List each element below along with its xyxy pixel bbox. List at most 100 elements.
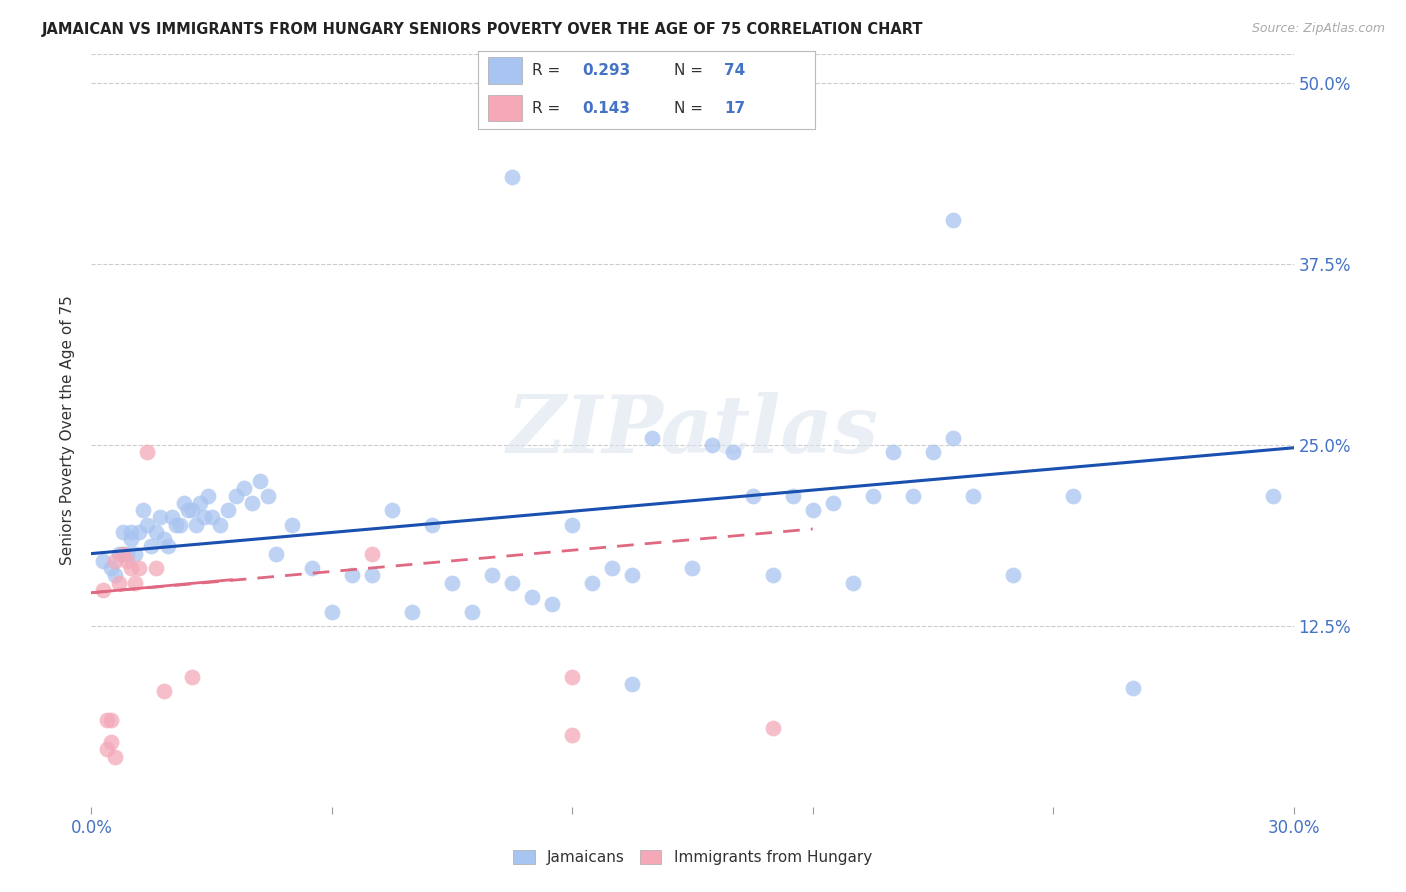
- Point: [420, 517, 443, 532]
- Point: [124, 547, 146, 561]
- Point: [702, 438, 724, 452]
- Point: [112, 547, 135, 561]
- Point: [96, 714, 118, 728]
- Point: [922, 445, 945, 459]
- Point: [301, 561, 323, 575]
- Point: [1122, 681, 1144, 696]
- Point: [104, 749, 127, 764]
- Point: [136, 517, 159, 532]
- Point: [481, 568, 503, 582]
- Text: N =: N =: [673, 63, 707, 78]
- Point: [602, 561, 624, 575]
- Point: [381, 503, 404, 517]
- Point: [128, 561, 150, 575]
- Point: [160, 510, 183, 524]
- Point: [461, 605, 484, 619]
- Legend: Jamaicans, Immigrants from Hungary: Jamaicans, Immigrants from Hungary: [508, 844, 877, 871]
- Point: [176, 503, 198, 517]
- Point: [232, 482, 254, 496]
- Point: [360, 568, 382, 582]
- Point: [541, 598, 564, 612]
- Text: 74: 74: [724, 63, 745, 78]
- Point: [117, 547, 139, 561]
- Point: [100, 714, 122, 728]
- Point: [128, 524, 150, 539]
- Point: [1062, 489, 1084, 503]
- Point: [100, 561, 122, 575]
- Point: [104, 568, 127, 582]
- Point: [501, 169, 523, 184]
- Point: [522, 590, 544, 604]
- Text: 0.293: 0.293: [582, 63, 631, 78]
- Point: [104, 554, 127, 568]
- Text: ZIPatlas: ZIPatlas: [506, 392, 879, 469]
- Point: [762, 568, 785, 582]
- Point: [225, 489, 247, 503]
- Point: [882, 445, 904, 459]
- Point: [782, 489, 804, 503]
- Point: [862, 489, 884, 503]
- Point: [112, 547, 135, 561]
- Point: [841, 575, 863, 590]
- Point: [121, 561, 143, 575]
- Point: [124, 575, 146, 590]
- Point: [1263, 489, 1285, 503]
- Point: [621, 568, 644, 582]
- Point: [93, 582, 115, 597]
- Point: [641, 431, 664, 445]
- Point: [801, 503, 824, 517]
- Point: [136, 445, 159, 459]
- Point: [141, 539, 163, 553]
- Point: [169, 517, 191, 532]
- Point: [561, 670, 583, 684]
- Point: [264, 547, 287, 561]
- Point: [156, 539, 179, 553]
- Point: [217, 503, 239, 517]
- Y-axis label: Seniors Poverty Over the Age of 75: Seniors Poverty Over the Age of 75: [60, 295, 76, 566]
- Point: [821, 496, 844, 510]
- Point: [93, 554, 115, 568]
- Point: [401, 605, 423, 619]
- Point: [208, 517, 231, 532]
- Point: [340, 568, 363, 582]
- Point: [197, 489, 219, 503]
- Point: [240, 496, 263, 510]
- Point: [112, 524, 135, 539]
- Point: [193, 510, 215, 524]
- Point: [681, 561, 703, 575]
- Point: [281, 517, 304, 532]
- Point: [561, 728, 583, 742]
- Point: [148, 510, 170, 524]
- Point: [165, 517, 187, 532]
- Point: [962, 489, 984, 503]
- Point: [184, 517, 207, 532]
- Text: 17: 17: [724, 101, 745, 116]
- Text: 0.143: 0.143: [582, 101, 631, 116]
- Point: [145, 561, 167, 575]
- Text: R =: R =: [531, 63, 565, 78]
- Point: [360, 547, 382, 561]
- Point: [173, 496, 195, 510]
- Point: [942, 213, 965, 227]
- Point: [152, 684, 174, 698]
- Point: [249, 474, 271, 488]
- Point: [901, 489, 924, 503]
- Point: [121, 532, 143, 546]
- Point: [121, 524, 143, 539]
- Point: [201, 510, 224, 524]
- Point: [108, 575, 131, 590]
- Point: [581, 575, 603, 590]
- Point: [100, 735, 122, 749]
- Point: [180, 670, 202, 684]
- Point: [152, 532, 174, 546]
- Bar: [488, 57, 522, 84]
- Text: R =: R =: [531, 101, 565, 116]
- Point: [561, 517, 583, 532]
- Point: [96, 742, 118, 756]
- Point: [721, 445, 744, 459]
- Point: [440, 575, 463, 590]
- Point: [108, 547, 131, 561]
- Point: [132, 503, 155, 517]
- Point: [1001, 568, 1024, 582]
- Point: [188, 496, 211, 510]
